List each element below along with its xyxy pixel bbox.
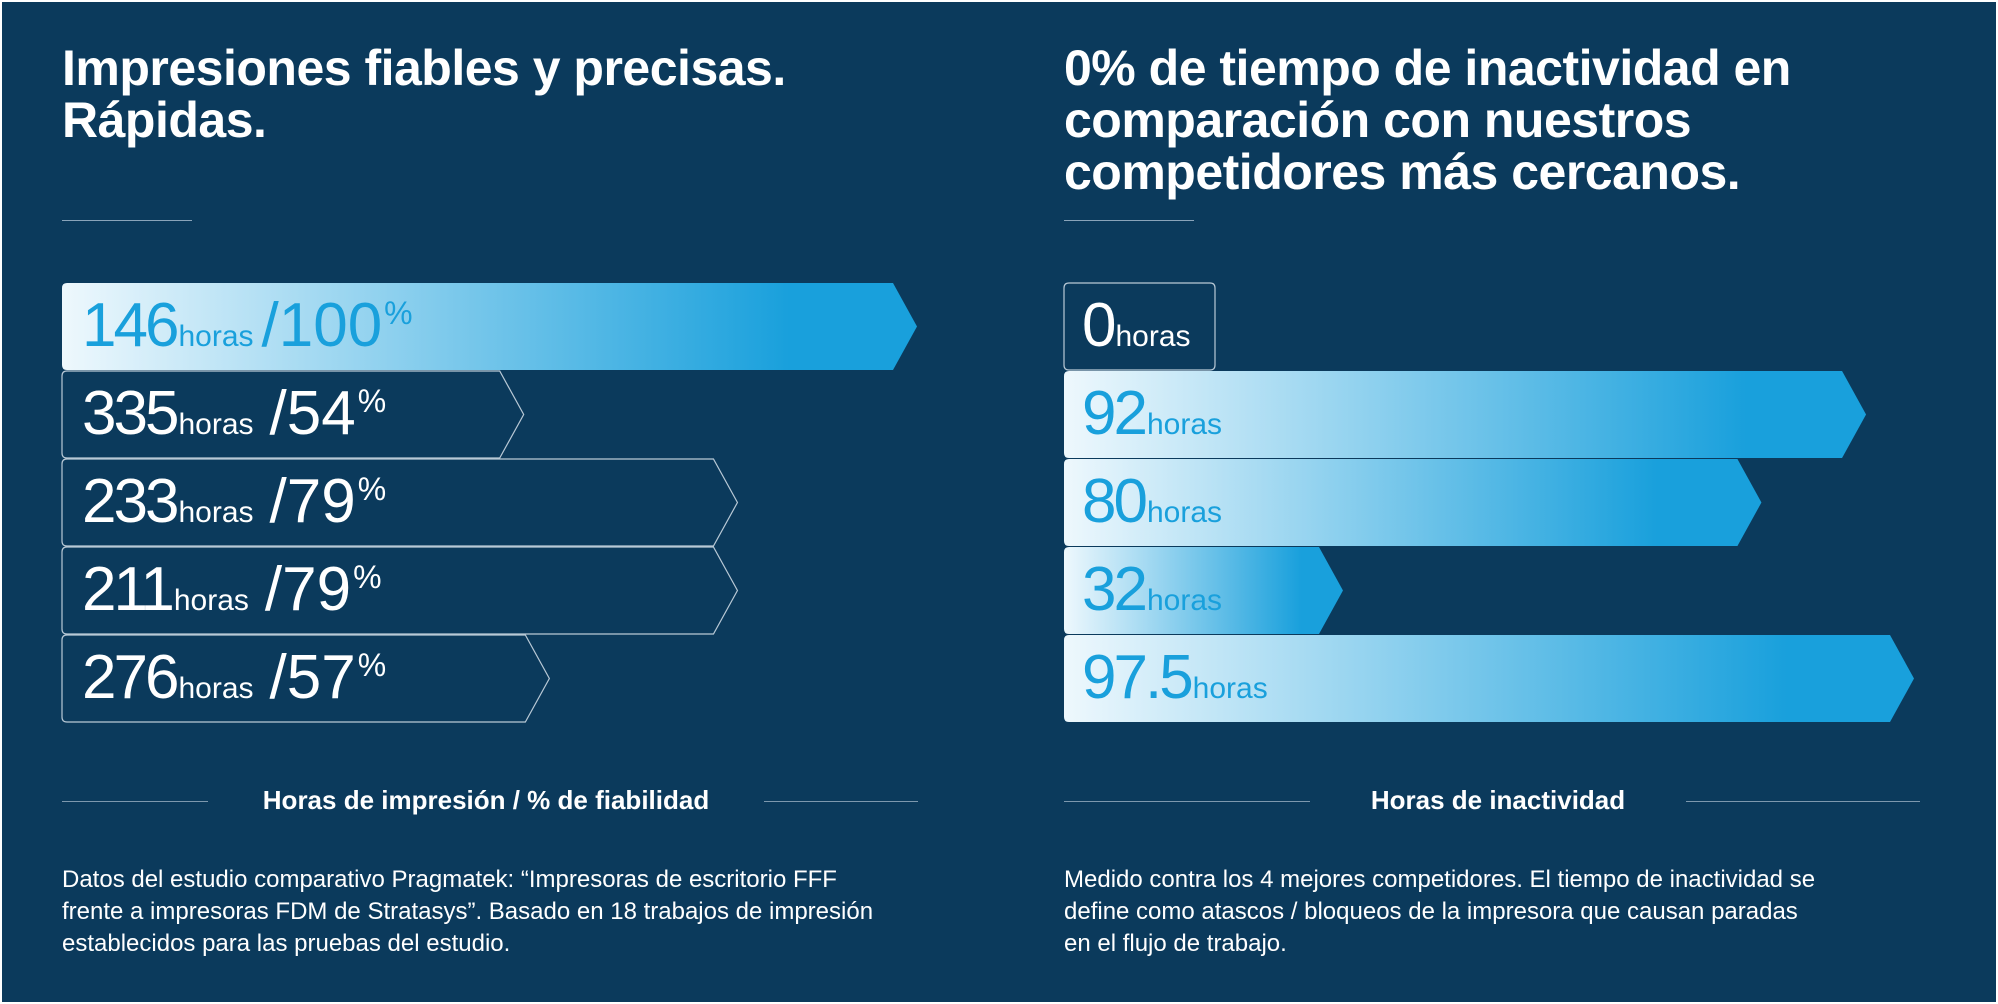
downtime-bar-chart: 0horas 92horas 80horas 32horas 97.5horas	[1063, 282, 1914, 722]
right-footnote-line-3: en el flujo de trabajo.	[1064, 930, 1287, 957]
data-label: 233horas/79%	[82, 467, 386, 536]
bar	[1063, 282, 1216, 371]
left-footnote-line-3: establecidos para las pruebas del estudi…	[62, 930, 511, 957]
left-title-line-2: Rápidas.	[62, 92, 267, 148]
left-chart-caption: Horas de impresión / % de fiabilidad	[208, 785, 764, 815]
left-title-underline	[62, 220, 192, 221]
data-label: 211horas/79%	[82, 555, 382, 624]
right-chart-caption: Horas de inactividad	[1310, 785, 1686, 815]
bar	[61, 546, 739, 635]
bar-group: 0horas	[1063, 282, 1216, 371]
bar-group: 335horas/54%	[61, 370, 525, 459]
bar	[62, 283, 917, 370]
bar-group: 80horas	[1064, 459, 1762, 546]
data-label: 0horas	[1082, 291, 1191, 360]
left-title-line-1: Impresiones fiables y precisas.	[62, 40, 786, 96]
left-title: Impresiones fiables y precisas. Rápidas.	[62, 42, 786, 146]
bar-group: 32horas	[1064, 547, 1343, 634]
right-footnote: Medido contra los 4 mejores competidores…	[1064, 864, 1944, 960]
bar	[61, 458, 739, 547]
right-title-underline	[1064, 220, 1194, 221]
left-footnote-line-2: frente a impresoras FDM de Stratasys”. B…	[62, 898, 874, 925]
bar-group: 97.5horas	[1064, 635, 1914, 722]
bar	[1064, 459, 1762, 546]
data-label: 80horas	[1082, 467, 1222, 536]
bar	[61, 370, 525, 459]
data-label: 146horas/100%	[82, 291, 413, 360]
bar-group: 211horas/79%	[61, 546, 739, 635]
bar-group: 146horas/100%	[62, 283, 917, 370]
data-label: 97.5horas	[1082, 643, 1268, 712]
bar-group: 92horas	[1064, 371, 1867, 458]
bar-group: 233horas/79%	[61, 458, 739, 547]
right-title: 0% de tiempo de inactividad en comparaci…	[1064, 42, 1791, 198]
right-title-line-1: 0% de tiempo de inactividad en	[1064, 40, 1791, 96]
left-footnote: Datos del estudio comparativo Pragmatek:…	[62, 864, 982, 960]
data-label: 276horas/57%	[82, 643, 386, 712]
reliability-bar-chart: 146horas/100% 335horas/54% 233horas/79% 211…	[61, 283, 917, 723]
bar-group: 276horas/57%	[61, 634, 551, 723]
data-label: 32horas	[1082, 555, 1222, 624]
right-title-line-2: comparación con nuestros	[1064, 92, 1692, 148]
bar	[1064, 547, 1343, 634]
right-title-line-3: competidores más cercanos.	[1064, 144, 1741, 200]
right-footnote-line-1: Medido contra los 4 mejores competidores…	[1064, 866, 1816, 893]
bar	[61, 634, 551, 723]
data-label: 335horas/54%	[82, 379, 386, 448]
bar	[1064, 371, 1867, 458]
right-footnote-line-2: define como atascos / bloqueos de la imp…	[1064, 898, 1798, 925]
bar	[1064, 635, 1914, 722]
data-label: 92horas	[1082, 379, 1222, 448]
left-footnote-line-1: Datos del estudio comparativo Pragmatek:…	[62, 866, 837, 893]
